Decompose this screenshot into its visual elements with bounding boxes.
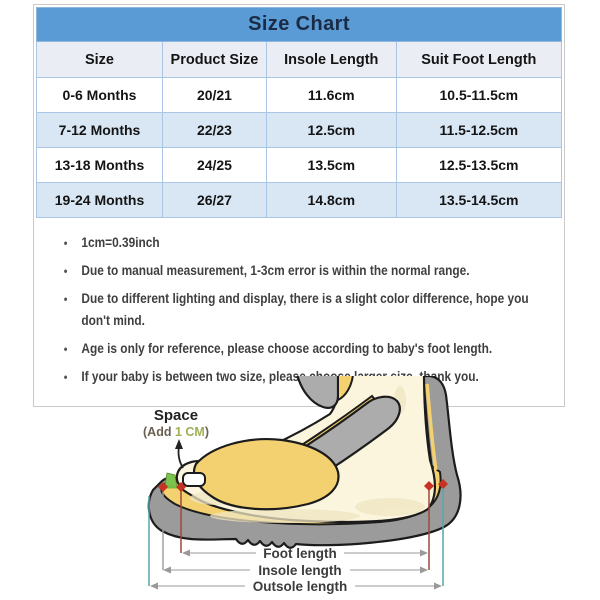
col-header-suit-foot-length: Suit Foot Length: [395, 41, 563, 78]
notes-list: 1cm=0.39inch Due to manual measurement, …: [62, 232, 559, 388]
measure-vertical-lines: [148, 484, 444, 586]
cell-insole-length: 13.5cm: [265, 147, 397, 183]
front-strap-shape: [192, 438, 340, 511]
col-header-insole-length: Insole Length: [265, 41, 397, 78]
note-item: Due to different lighting and display, t…: [62, 288, 550, 332]
cell-product-size: 22/23: [162, 112, 267, 148]
table-row: 7-12 Months 22/23 12.5cm 11.5-12.5cm: [36, 112, 563, 148]
ankle-strap-shape: [296, 376, 340, 409]
ankle-strap-lining-shape: [337, 376, 354, 402]
toenail-shape: [182, 472, 206, 487]
cell-age: 13-18 Months: [36, 147, 163, 183]
note-item: Age is only for reference, please choose…: [62, 338, 550, 360]
col-header-size: Size: [36, 41, 163, 78]
cell-product-size: 24/25: [162, 147, 267, 183]
note-item: Due to manual measurement, 1-3cm error i…: [62, 260, 550, 282]
dimension-arrows: [150, 549, 442, 590]
col-header-product-size: Product Size: [162, 41, 267, 78]
heel-insole-edge: [425, 383, 438, 471]
measure-point-markers: [158, 479, 448, 492]
insole-length-label: Insole length: [258, 563, 341, 578]
cell-product-size: 20/21: [162, 77, 267, 113]
foot-measure-diagram: Space (Add 1 CM) Foot length Insole leng…: [143, 376, 462, 594]
cell-age: 7-12 Months: [36, 112, 163, 148]
cell-product-size: 26/27: [162, 182, 267, 218]
cell-age: 0-6 Months: [36, 77, 163, 113]
space-arrow-icon: [175, 439, 184, 469]
cell-insole-length: 11.6cm: [265, 77, 397, 113]
chart-panel: Size Chart Size Product Size Insole Leng…: [33, 4, 565, 407]
foot-length-label: Foot length: [263, 546, 336, 561]
table-row: 19-24 Months 26/27 14.8cm 13.5-14.5cm: [36, 182, 563, 218]
cell-age: 19-24 Months: [36, 182, 163, 218]
cell-insole-length: 12.5cm: [265, 112, 397, 148]
space-note: (Add 1 CM): [143, 425, 209, 439]
cell-insole-length: 14.8cm: [265, 182, 397, 218]
table-row: 13-18 Months 24/25 13.5cm 12.5-13.5cm: [36, 147, 563, 183]
page-title: Size Chart: [36, 7, 562, 42]
cell-suit-foot-length: 13.5-14.5cm: [395, 182, 563, 218]
cell-suit-foot-length: 12.5-13.5cm: [395, 147, 563, 183]
space-label: Space: [154, 407, 198, 424]
size-table: Size Chart Size Product Size Insole Leng…: [36, 7, 563, 218]
cell-suit-foot-length: 10.5-11.5cm: [395, 77, 563, 113]
outsole-length-label: Outsole length: [253, 579, 348, 594]
table-row: 0-6 Months 20/21 11.6cm 10.5-11.5cm: [36, 77, 563, 113]
note-item: 1cm=0.39inch: [62, 232, 550, 254]
cell-suit-foot-length: 11.5-12.5cm: [395, 112, 563, 148]
dimension-lines: [152, 552, 440, 587]
